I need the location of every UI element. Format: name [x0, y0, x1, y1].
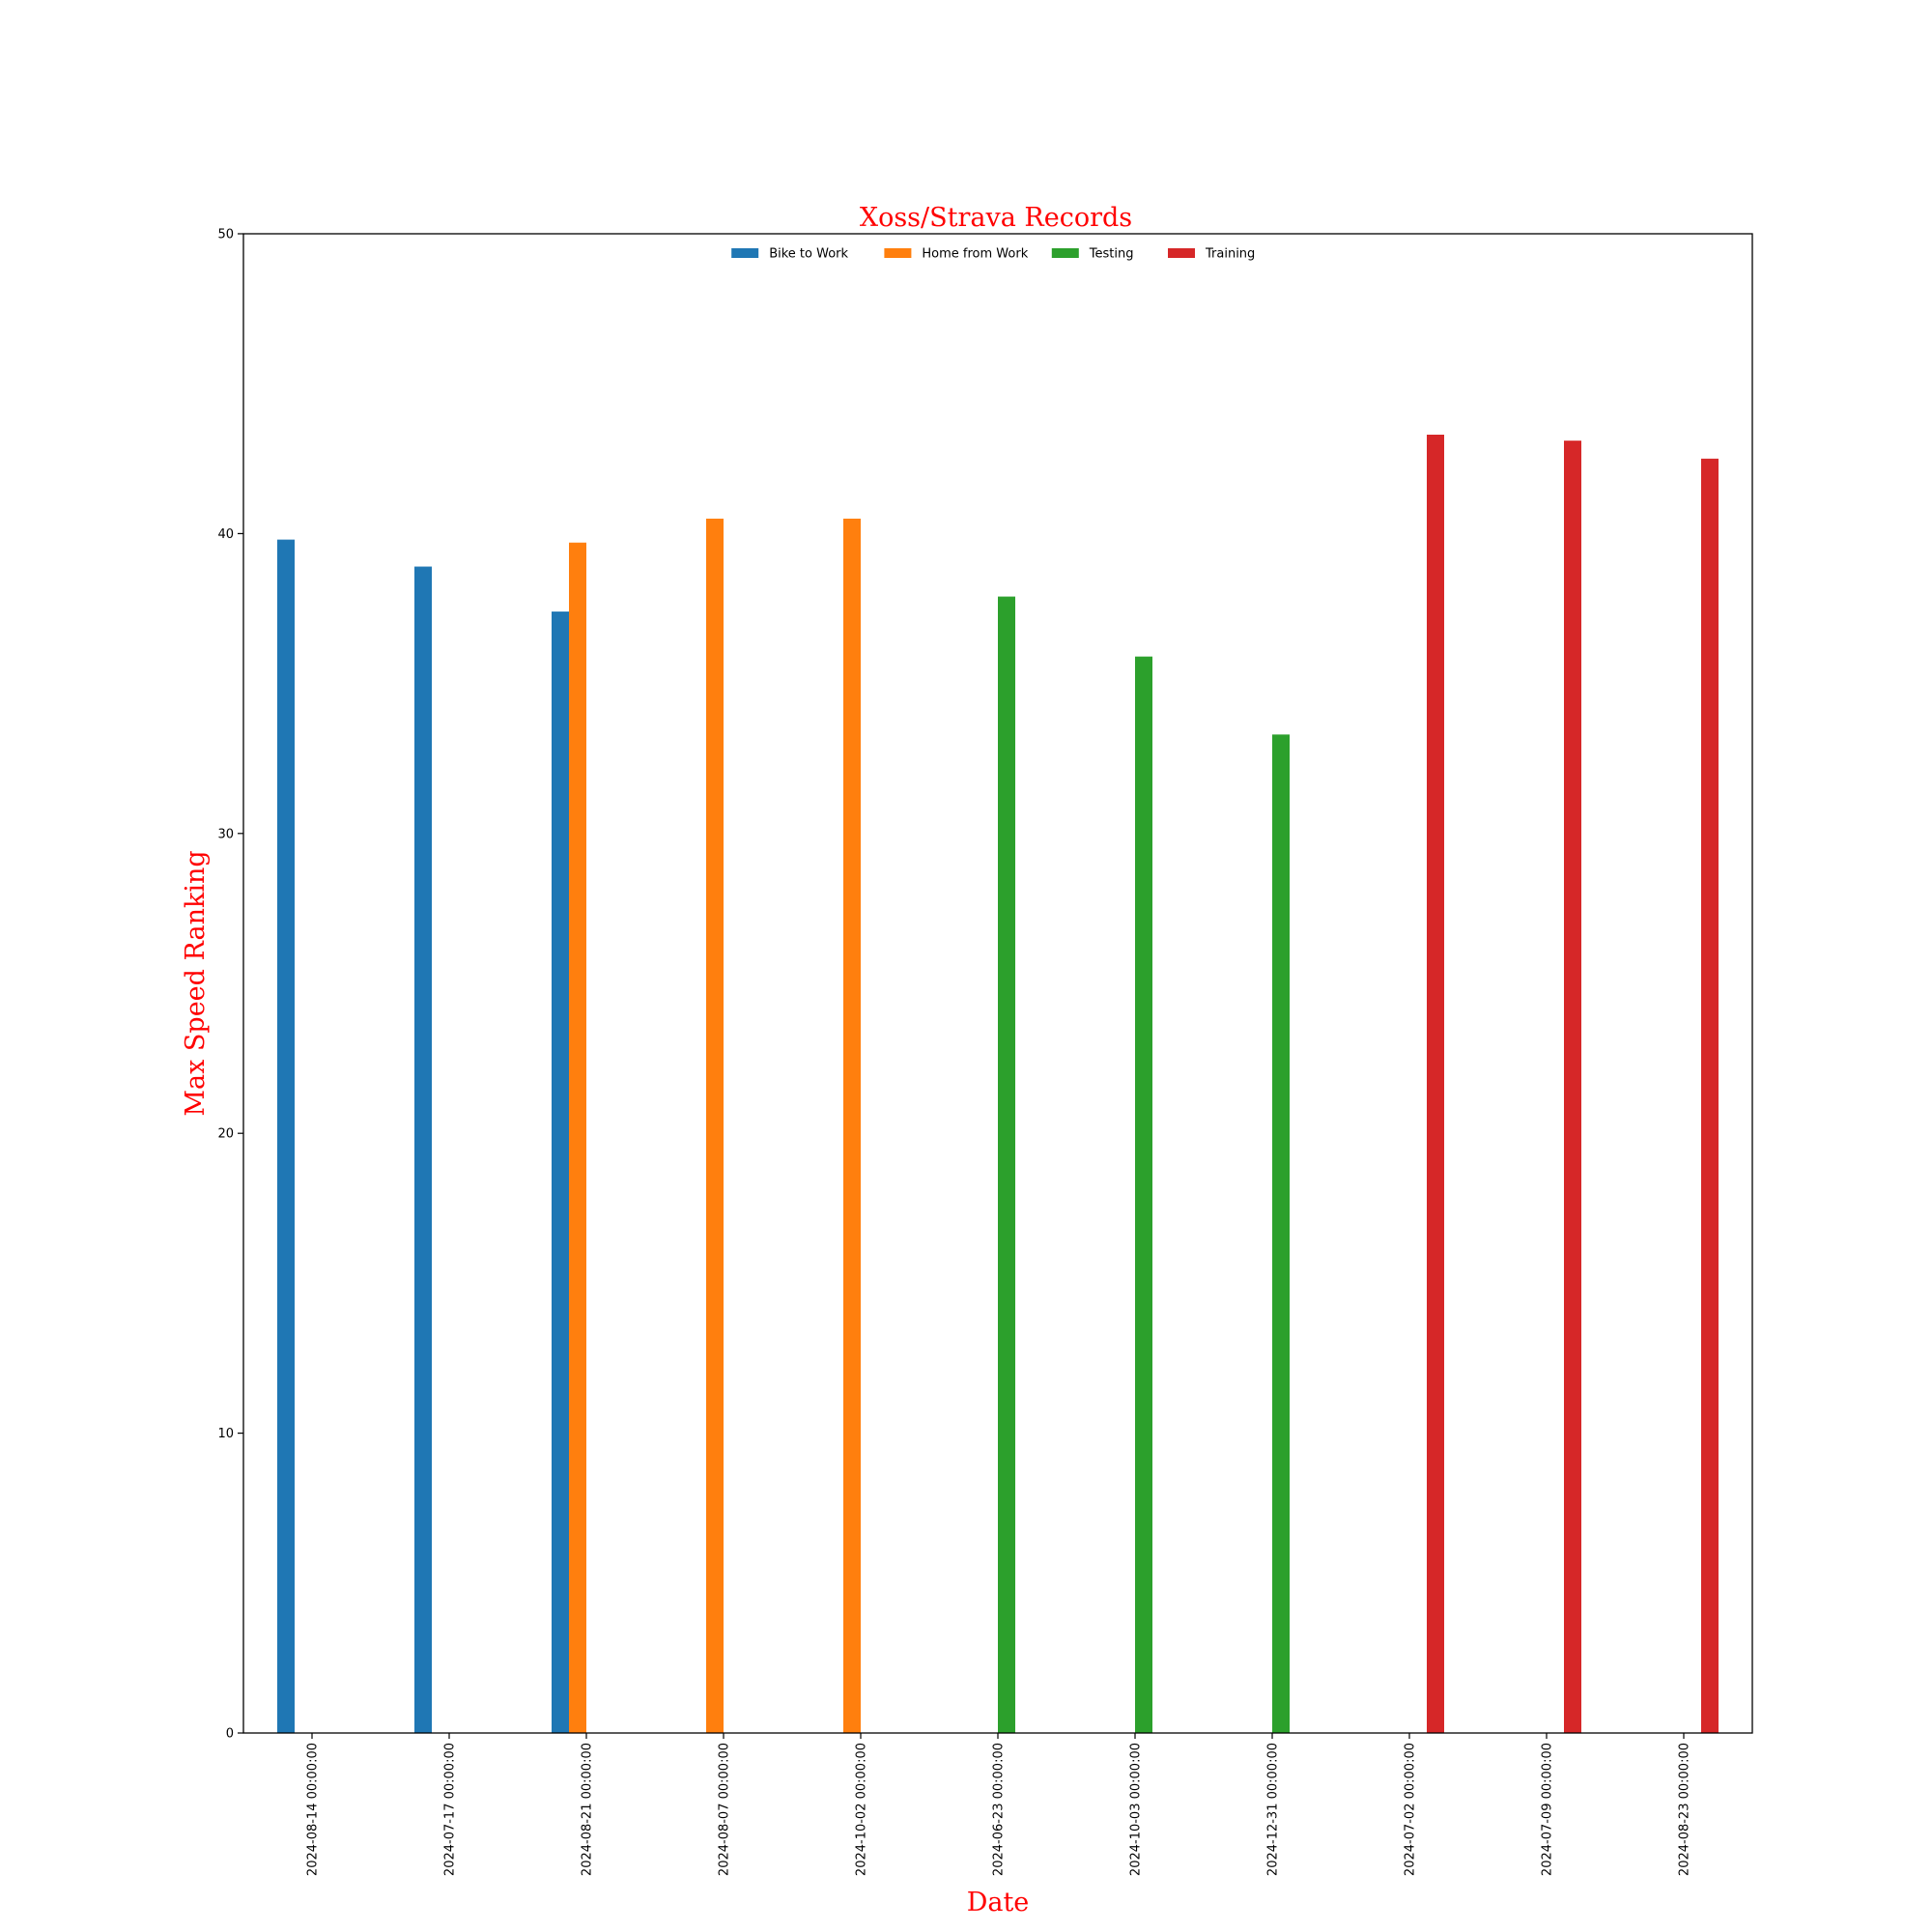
y-tick-label: 20 [217, 1127, 234, 1142]
x-tick-label: 2024-07-02 00:00:00 [1404, 1743, 1418, 1876]
chart-title: Xoss/Strava Records [860, 203, 1132, 233]
y-tick-label: 0 [226, 1727, 234, 1742]
legend-label-testing: Testing [1089, 247, 1134, 262]
x-tick-label: 2024-07-17 00:00:00 [443, 1743, 458, 1876]
bar-training-8 [1427, 434, 1444, 1734]
y-tick-label: 50 [217, 228, 234, 242]
bar-training-9 [1564, 440, 1581, 1734]
bar-bike-to-work-0 [277, 539, 295, 1733]
bar-bike-to-work-2 [552, 611, 569, 1733]
y-tick-label: 30 [217, 827, 234, 841]
x-tick-label: 2024-12-31 00:00:00 [1266, 1743, 1281, 1876]
legend-swatch-training [1168, 248, 1195, 258]
bar-training-10 [1701, 458, 1719, 1733]
legend-swatch-home-from-work [884, 248, 912, 258]
y-axis-label: Max Speed Ranking [181, 850, 211, 1116]
y-tick-label: 40 [217, 527, 234, 542]
x-tick-label: 2024-07-09 00:00:00 [1541, 1743, 1555, 1876]
x-tick-label: 2024-06-23 00:00:00 [992, 1743, 1007, 1876]
bar-testing-5 [998, 596, 1015, 1733]
legend-label-bike-to-work: Bike to Work [769, 247, 848, 262]
legend-swatch-testing [1051, 248, 1079, 258]
y-axis: 0 10 20 30 40 50 [217, 228, 243, 1742]
bar-testing-6 [1135, 656, 1152, 1734]
y-tick-label: 10 [217, 1427, 234, 1441]
x-axis: 2024-08-14 00:00:00 2024-07-17 00:00:00 20… [306, 1733, 1692, 1876]
x-tick-label: 2024-08-21 00:00:00 [581, 1743, 595, 1876]
bar-testing-7 [1272, 734, 1290, 1733]
x-tick-label: 2024-10-02 00:00:00 [855, 1743, 869, 1876]
bar-bike-to-work-1 [414, 566, 432, 1733]
x-tick-label: 2024-08-23 00:00:00 [1678, 1743, 1692, 1876]
bar-home-from-work-2 [569, 542, 586, 1734]
x-tick-label: 2024-08-14 00:00:00 [306, 1743, 321, 1876]
legend-label-home-from-work: Home from Work [922, 247, 1028, 262]
x-tick-label: 2024-08-07 00:00:00 [718, 1743, 732, 1876]
bar-home-from-work-3 [706, 518, 724, 1733]
x-axis-label: Date [967, 1888, 1030, 1918]
legend-swatch-bike-to-work [731, 248, 759, 258]
bar-home-from-work-4 [843, 518, 861, 1733]
legend-label-training: Training [1205, 247, 1255, 262]
legend: Bike to Work Home from Work Testing Trainin… [731, 247, 1255, 262]
bars-layer [277, 434, 1719, 1734]
x-tick-label: 2024-10-03 00:00:00 [1129, 1743, 1144, 1876]
